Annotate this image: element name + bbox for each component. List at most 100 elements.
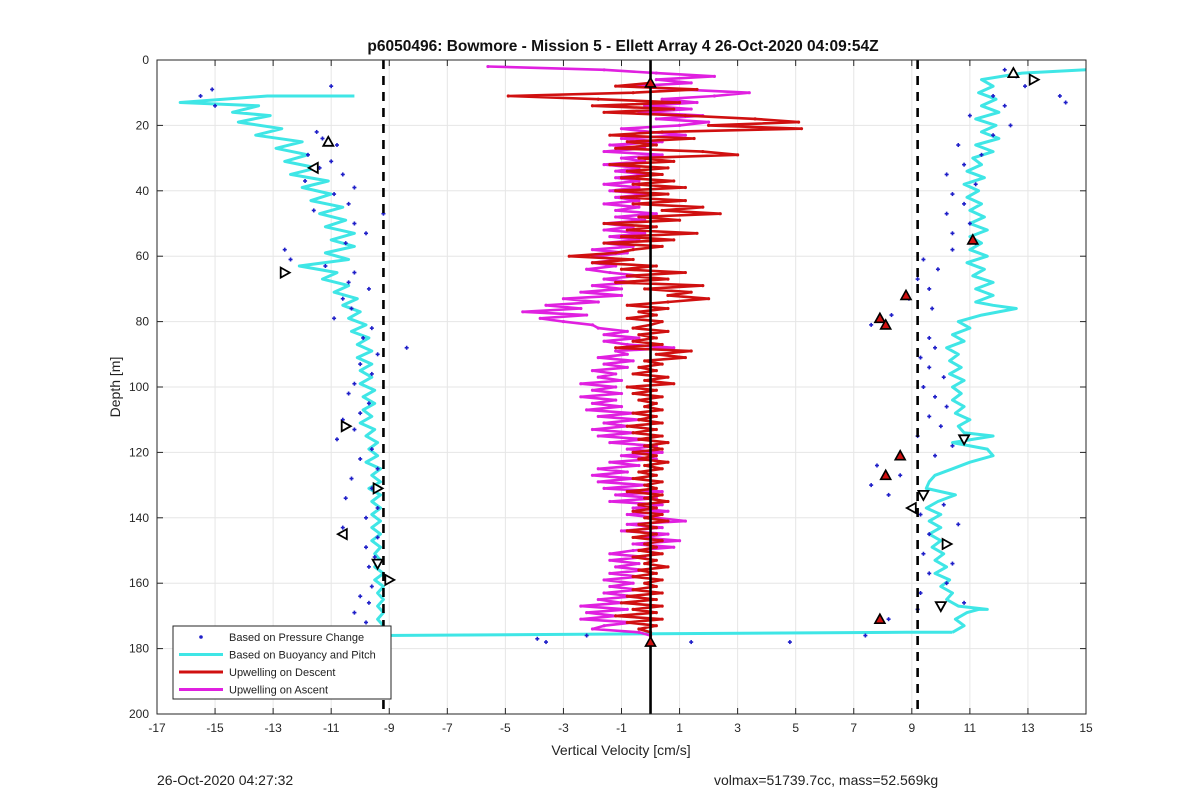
pressure-point [340, 296, 345, 301]
x-tick-label: -11 [323, 721, 340, 735]
descent-point [625, 316, 629, 320]
pressure-point [535, 636, 540, 641]
filled-triangle-marker [899, 288, 913, 301]
ascent-point [602, 163, 606, 167]
descent-point [631, 372, 635, 376]
descent-point [637, 310, 641, 314]
descent-point [660, 408, 664, 412]
descent-point [666, 306, 670, 311]
descent-point [666, 499, 670, 504]
ascent-point [608, 234, 612, 239]
pressure-point [941, 502, 946, 507]
descent-point [672, 159, 676, 163]
ascent-point [654, 117, 658, 121]
descent-point [625, 274, 629, 278]
ascent-point [579, 395, 583, 399]
descent-point [643, 561, 647, 566]
descent-point [625, 594, 629, 598]
y-tick-label: 20 [136, 118, 150, 132]
pressure-point [1008, 123, 1013, 128]
filled-triangle-marker [873, 612, 887, 625]
ascent-point [625, 342, 629, 347]
descent-point [614, 614, 618, 618]
y-tick-label: 140 [129, 511, 149, 525]
pressure-point [332, 316, 337, 321]
descent-point [631, 91, 635, 95]
ascent-point [637, 205, 641, 209]
pressure-point [944, 211, 949, 216]
descent-point [654, 427, 658, 432]
descent-point [660, 512, 664, 517]
footer-volmax-mass: volmax=51739.7cc, mass=52.569kg [714, 772, 939, 788]
descent-point [625, 385, 629, 389]
ascent-point [712, 94, 717, 98]
pressure-point [1057, 93, 1062, 98]
pressure-point [369, 326, 374, 331]
descent-point [614, 189, 618, 193]
descent-point [660, 552, 664, 556]
descent-point [637, 333, 641, 337]
ascent-point [602, 339, 606, 343]
descent-point [654, 611, 658, 615]
pressure-point [366, 401, 371, 406]
ascent-point [625, 447, 629, 451]
descent-point [654, 486, 658, 490]
pressure-point [933, 453, 938, 458]
ascent-point [596, 480, 600, 484]
pressure-point [787, 640, 792, 645]
pressure-point [334, 143, 339, 148]
descent-point [625, 228, 629, 232]
ascent-point [619, 136, 624, 141]
pressure-point [918, 591, 923, 596]
ascent-point [747, 91, 751, 95]
ascent-point [654, 212, 658, 216]
descent-point [654, 401, 658, 405]
x-axis-label: Vertical Velocity [cm/s] [551, 742, 690, 758]
descent-point [660, 208, 664, 213]
y-tick-label: 0 [142, 53, 149, 67]
ascent-point [596, 326, 600, 330]
pressure-point [979, 152, 984, 157]
series-buoyancy-line [178, 94, 953, 637]
descent-point [666, 166, 670, 170]
descent-point [666, 460, 670, 464]
ascent-point [619, 293, 624, 298]
pressure-point [886, 617, 891, 622]
ascent-point [631, 506, 635, 510]
descent-point [654, 143, 658, 147]
ascent-point [660, 97, 664, 101]
legend-item: Upwelling on Ascent [179, 685, 328, 697]
descent-point [666, 375, 670, 379]
ascent-point [608, 552, 612, 556]
filled-triangle-marker [644, 635, 657, 647]
legend-label: Based on Pressure Change [229, 632, 364, 644]
legend-box [172, 625, 392, 700]
pressure-point [927, 532, 932, 537]
pressure-point [967, 113, 972, 118]
descent-point [666, 300, 670, 304]
ascent-point [590, 369, 595, 373]
descent-point [631, 248, 635, 252]
descent-point [631, 431, 635, 435]
open-triangle-marker [957, 434, 971, 447]
descent-point [619, 195, 624, 199]
legend: Based on Pressure Change Based on Buoyanc… [172, 625, 392, 700]
open-triangle-marker [335, 527, 348, 541]
pressure-point [962, 162, 967, 167]
pressure-point [886, 492, 891, 497]
pressure-point [305, 152, 310, 157]
filled-triangle-marker [644, 76, 657, 88]
descent-point [660, 244, 664, 248]
pressure-point [323, 264, 328, 269]
pressure-point [956, 143, 961, 148]
descent-point [614, 251, 618, 255]
pressure-point [967, 221, 972, 226]
pressure-point [918, 512, 923, 517]
descent-point [677, 218, 682, 222]
descent-point [619, 176, 624, 180]
descent-point [701, 284, 705, 288]
descent-point [683, 270, 687, 275]
descent-point [799, 127, 804, 131]
ascent-point [590, 248, 595, 252]
x-tick-label: 11 [964, 721, 977, 735]
